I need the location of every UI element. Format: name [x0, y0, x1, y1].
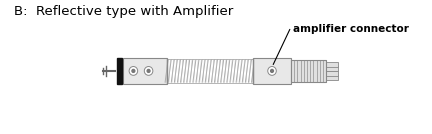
Circle shape	[129, 66, 138, 75]
Circle shape	[268, 66, 276, 75]
Bar	[326, 66, 337, 71]
Bar	[304, 60, 307, 82]
Bar	[317, 60, 320, 82]
Circle shape	[144, 66, 153, 75]
Bar	[310, 60, 313, 82]
Bar	[326, 71, 337, 76]
Bar	[291, 60, 326, 82]
Circle shape	[270, 69, 273, 72]
Bar	[123, 58, 167, 84]
Bar	[326, 62, 337, 67]
Bar	[307, 60, 310, 82]
Bar	[323, 60, 326, 82]
Bar	[297, 60, 301, 82]
Bar	[301, 60, 304, 82]
Bar	[326, 75, 337, 80]
Bar	[320, 60, 323, 82]
Circle shape	[132, 69, 135, 72]
Bar	[253, 58, 291, 84]
Bar	[294, 60, 297, 82]
Bar	[117, 58, 121, 84]
Bar	[291, 60, 294, 82]
Bar	[313, 60, 317, 82]
Text: amplifier connector: amplifier connector	[293, 24, 409, 34]
Text: B:  Reflective type with Amplifier: B: Reflective type with Amplifier	[14, 5, 233, 18]
Circle shape	[147, 69, 150, 72]
